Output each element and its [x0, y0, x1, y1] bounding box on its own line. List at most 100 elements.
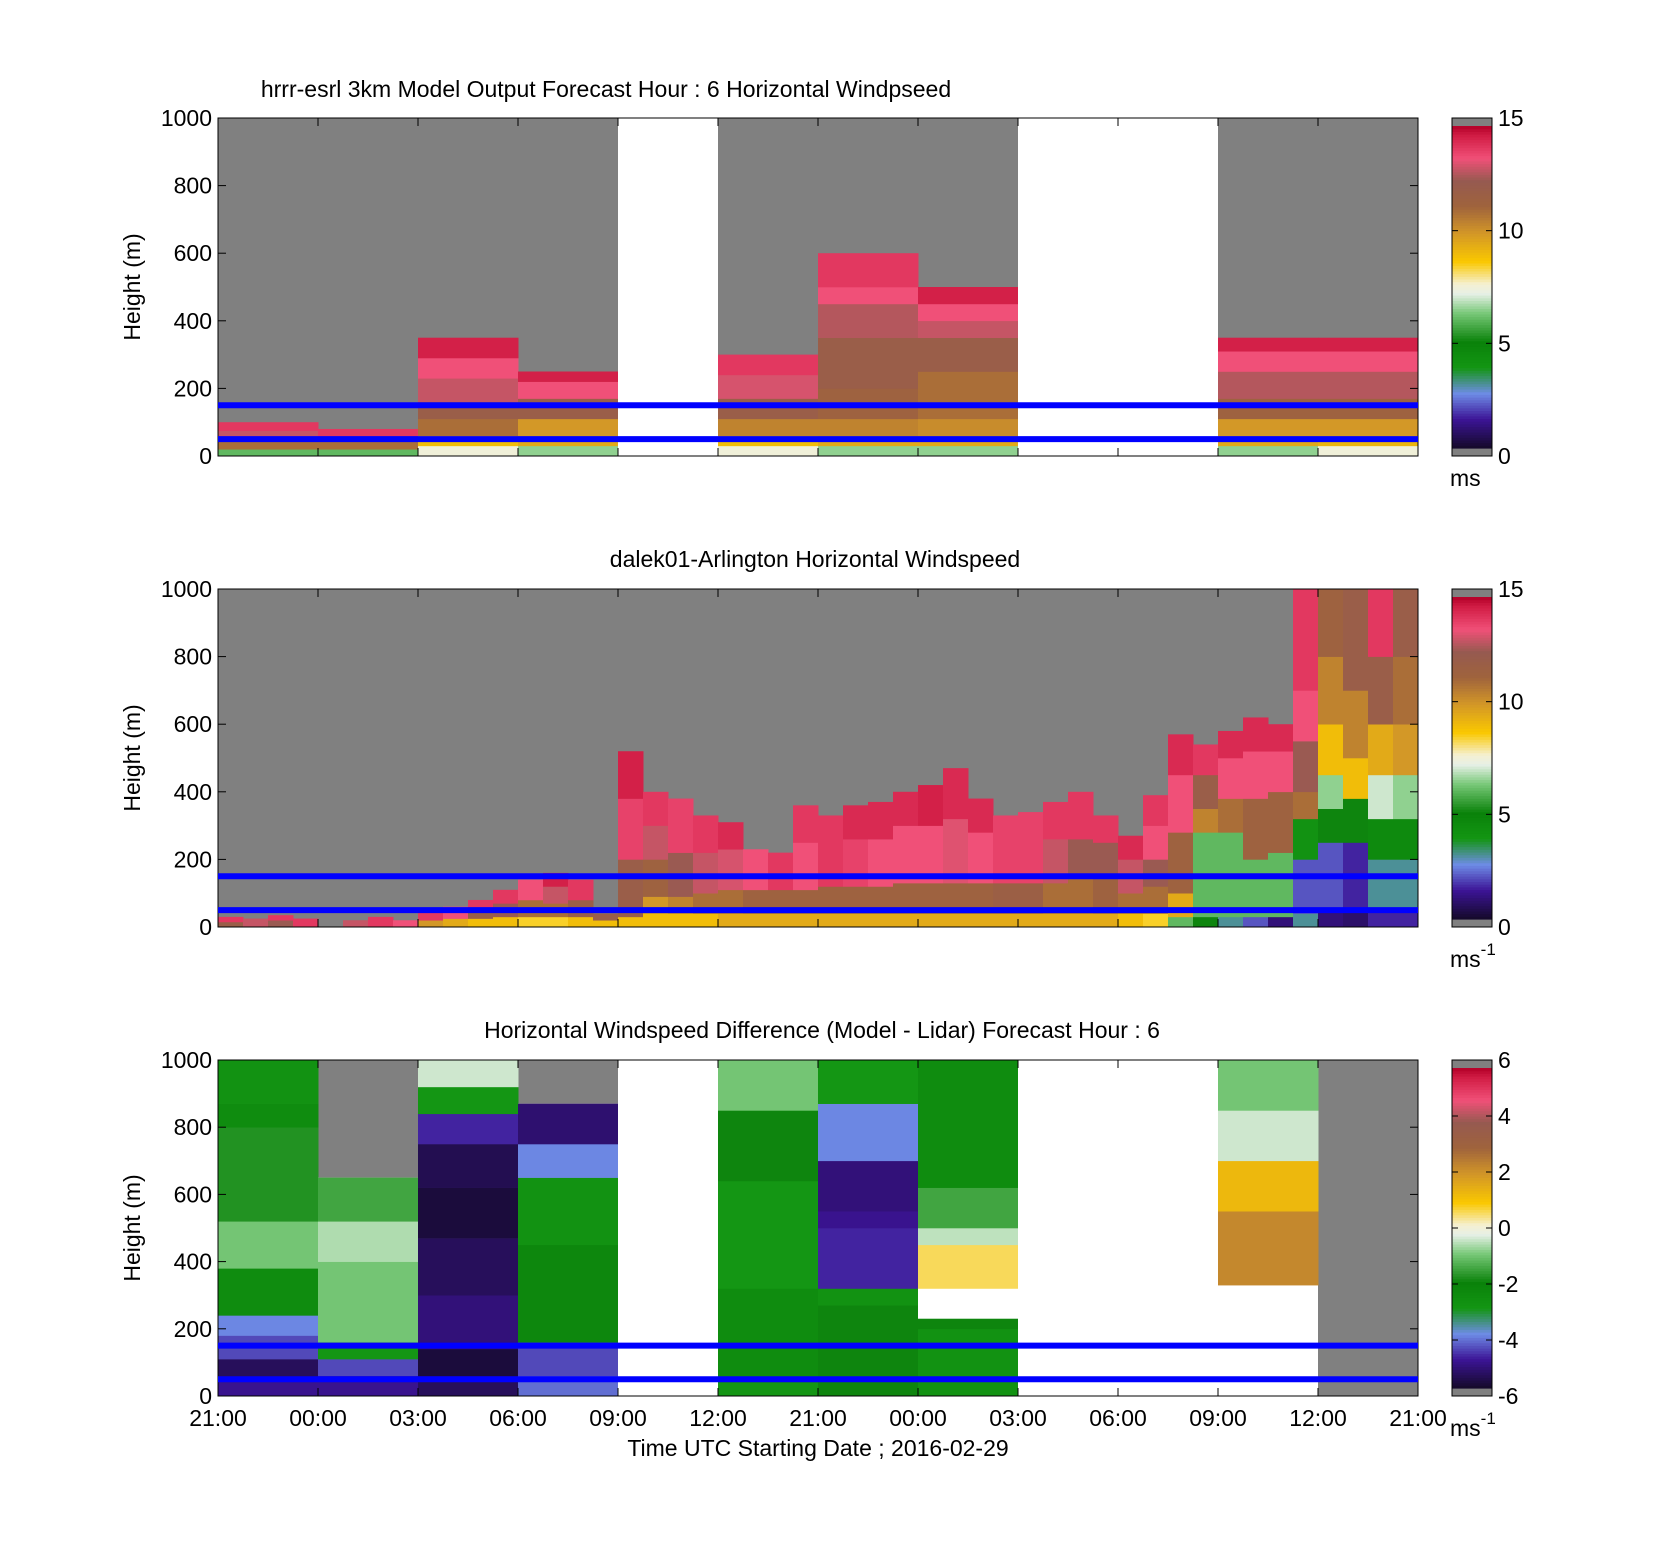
- colorbar-swatch: [1452, 308, 1492, 312]
- colorbar-swatch: [1452, 1148, 1492, 1152]
- colorbar-swatch: [1452, 1318, 1492, 1322]
- colorbar-swatch: [1452, 1142, 1492, 1146]
- colorbar-swatch: [1452, 1348, 1492, 1352]
- colorbar-swatch: [1452, 260, 1492, 264]
- colorbar-swatch: [1452, 631, 1492, 636]
- heatmap-cell: [718, 1180, 819, 1289]
- colorbar-tick-label: 10: [1498, 689, 1524, 715]
- heatmap-cell: [1168, 916, 1194, 928]
- colorbar-swatch: [1452, 1249, 1492, 1253]
- colorbar-swatch: [1452, 254, 1492, 259]
- heatmap-cell: [1368, 589, 1394, 657]
- y-axis-label: Height (m): [119, 1174, 145, 1281]
- heatmap-cell: [643, 825, 669, 860]
- colorbar-swatch: [1452, 881, 1492, 885]
- y-tick-label: 1000: [161, 105, 212, 131]
- x-tick-label: 09:00: [589, 1405, 647, 1431]
- colorbar-swatch: [1452, 249, 1492, 253]
- colorbar-swatch: [1452, 1169, 1492, 1173]
- colorbar-swatch: [1452, 1070, 1492, 1074]
- colorbar-tick-label: 5: [1498, 330, 1511, 356]
- heatmap-cell: [1218, 398, 1319, 420]
- colorbar-swatch: [1452, 838, 1492, 842]
- colorbar-swatch: [1452, 421, 1492, 425]
- colorbar-swatch: [1452, 1140, 1492, 1144]
- heatmap-cell: [618, 751, 644, 799]
- colorbar-swatch: [1452, 747, 1492, 751]
- colorbar-swatch: [1452, 1241, 1492, 1245]
- colorbar-swatch: [1452, 1126, 1492, 1130]
- colorbar-swatch: [1452, 1302, 1492, 1306]
- colorbar-swatch: [1452, 131, 1492, 135]
- heatmap-cell: [218, 430, 319, 442]
- heatmap-cell: [218, 921, 244, 928]
- heatmap-cell: [418, 1348, 519, 1377]
- colorbar-swatch: [1452, 1201, 1492, 1205]
- colorbar-swatch: [1452, 841, 1492, 845]
- colorbar-tick-label: 5: [1498, 801, 1511, 827]
- colorbar-swatch: [1452, 894, 1492, 899]
- colorbar-swatch: [1452, 760, 1492, 764]
- colorbar-swatch: [1452, 1236, 1492, 1240]
- heatmap-cell: [1218, 1110, 1319, 1162]
- heatmap-cell: [418, 1187, 519, 1239]
- colorbar-swatch: [1452, 669, 1492, 673]
- colorbar-swatch: [1452, 776, 1492, 781]
- heatmap-cell: [918, 303, 1019, 322]
- heatmap-cell: [918, 1187, 1019, 1229]
- colorbar-swatch: [1452, 134, 1492, 138]
- colorbar-swatch: [1452, 364, 1492, 369]
- colorbar-swatch: [1452, 426, 1492, 430]
- colorbar-swatch: [1452, 1254, 1492, 1258]
- colorbar-swatch: [1452, 198, 1492, 202]
- colorbar-swatch: [1452, 755, 1492, 759]
- heatmap-cell: [218, 1127, 319, 1222]
- colorbar-swatch: [1452, 613, 1492, 617]
- colorbar-swatch: [1452, 171, 1492, 175]
- colorbar-swatch: [1452, 351, 1492, 355]
- colorbar-swatch: [1452, 1358, 1492, 1362]
- colorbar-swatch: [1452, 1100, 1492, 1104]
- heatmap-cell: [1318, 351, 1419, 372]
- heatmap-cell: [593, 920, 619, 928]
- colorbar-swatch: [1452, 375, 1492, 379]
- heatmap-cell: [468, 899, 494, 911]
- heatmap-cell: [493, 889, 519, 904]
- heatmap-cell: [218, 440, 319, 450]
- heatmap-cell: [418, 357, 519, 379]
- colorbar-swatch: [1452, 437, 1492, 441]
- heatmap-cell: [818, 913, 844, 928]
- heatmap-cell: [793, 842, 819, 891]
- heatmap-cell: [1243, 751, 1269, 799]
- heatmap-cell: [518, 371, 619, 382]
- x-tick-label: 21:00: [789, 1405, 847, 1431]
- heatmap-cell: [1218, 337, 1319, 352]
- colorbar-swatch: [1452, 340, 1492, 344]
- heatmap-cell: [818, 1211, 919, 1229]
- panel-lidar: dalek01-Arlington Horizontal Windspeed 0…: [119, 546, 1524, 972]
- colorbar-swatch: [1452, 236, 1492, 240]
- colorbar-swatch: [1452, 621, 1492, 625]
- colorbar-swatch: [1452, 664, 1492, 668]
- colorbar-swatch: [1452, 1134, 1492, 1138]
- colorbar-swatch: [1452, 343, 1492, 347]
- x-tick-label: 06:00: [489, 1405, 547, 1431]
- x-axis-label: Time UTC Starting Date ; 2016-02-29: [627, 1435, 1008, 1461]
- colorbar-swatch: [1452, 303, 1492, 307]
- heatmap-cell: [418, 1113, 519, 1145]
- colorbar-swatch: [1452, 889, 1492, 893]
- heatmap-cell: [1343, 690, 1369, 759]
- y-tick-label: 200: [174, 846, 212, 872]
- colorbar-swatch: [1452, 335, 1492, 339]
- colorbar-swatch: [1452, 602, 1492, 606]
- colorbar-swatch: [1452, 144, 1492, 149]
- panel-title: dalek01-Arlington Horizontal Windspeed: [610, 546, 1020, 572]
- heatmap-cell: [1268, 724, 1294, 752]
- colorbar-swatch: [1452, 666, 1492, 671]
- colorbar-swatch: [1452, 201, 1492, 205]
- heatmap-cell: [1218, 798, 1244, 833]
- colorbar-swatch: [1452, 407, 1492, 412]
- colorbar-swatch: [1452, 1094, 1492, 1098]
- colorbar-swatch: [1452, 685, 1492, 689]
- colorbar-swatch: [1452, 278, 1492, 283]
